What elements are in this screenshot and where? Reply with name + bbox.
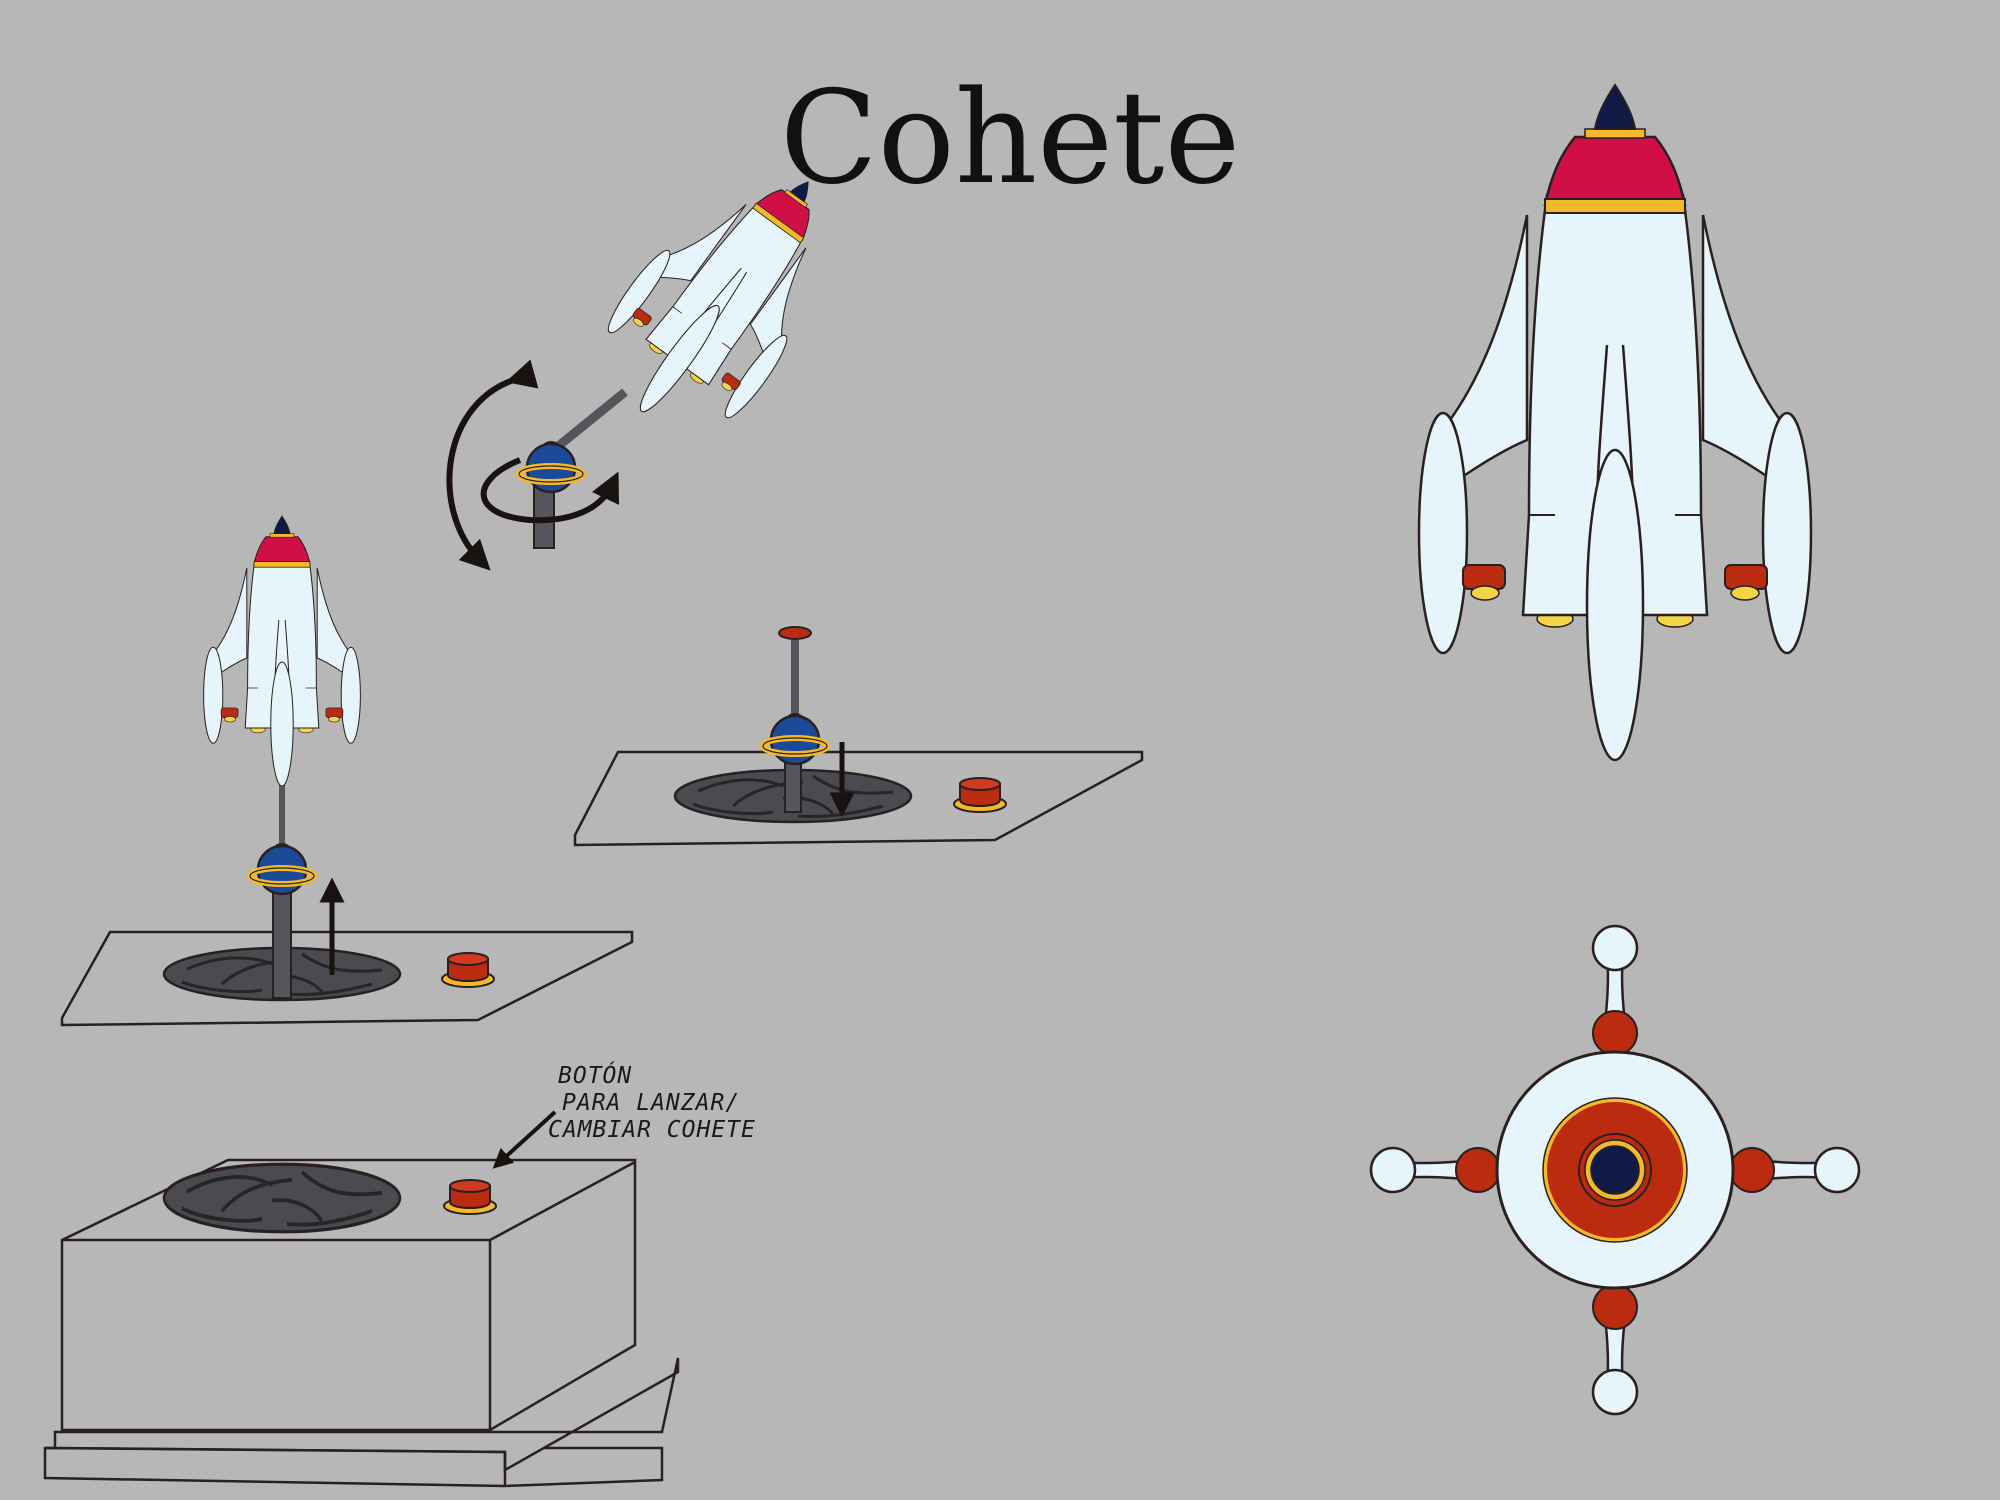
page-title: Cohete	[780, 64, 1240, 213]
machine-box	[43, 1158, 680, 1488]
annotation-arrow	[492, 1110, 557, 1169]
platform-raised	[60, 515, 634, 1027]
tilted-rocket-group	[446, 132, 876, 571]
annotation-line-3: CAMBIAR COHETE	[548, 1117, 756, 1143]
rocket-bottom-icon	[1369, 924, 1861, 1416]
annotation-line-2: PARA LANZAR/	[562, 1090, 740, 1116]
launch-button-icon	[443, 1179, 497, 1215]
rotation-arrows-icon	[446, 359, 620, 571]
button-annotation: BOTÓN PARA LANZAR/ CAMBIAR COHETE	[492, 1061, 756, 1169]
launch-button-icon	[953, 777, 1007, 813]
launch-button-icon	[441, 952, 495, 988]
platform-lowered	[573, 626, 1144, 847]
small-rocket-icon	[203, 515, 361, 787]
rocket-front-icon	[1417, 83, 1813, 762]
annotation-line-1: BOTÓN	[558, 1061, 632, 1089]
